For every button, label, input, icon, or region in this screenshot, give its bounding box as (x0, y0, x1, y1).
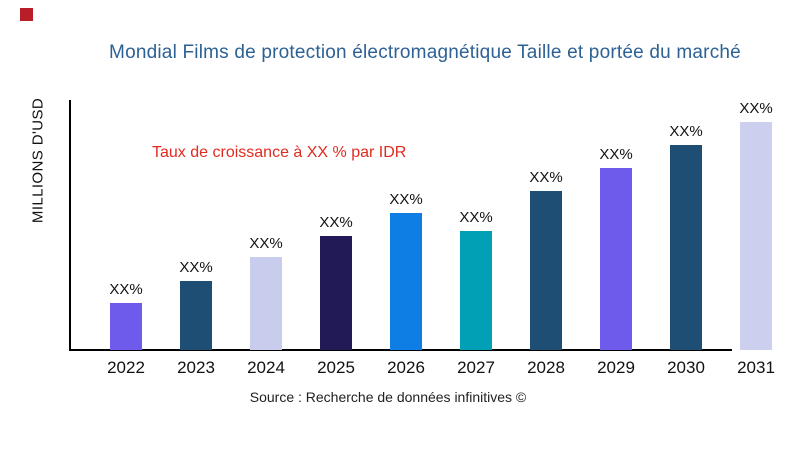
bar-2025 (320, 236, 352, 350)
bar-2030 (670, 145, 702, 350)
growth-rate-annotation: Taux de croissance à XX % par IDR (152, 144, 407, 161)
bar-value-label-2030: XX% (669, 123, 703, 140)
bar-value-label-2023: XX% (179, 259, 213, 276)
bar-2031 (740, 122, 772, 350)
x-axis-line (69, 349, 732, 351)
bar-2026 (390, 213, 422, 350)
y-axis-line (69, 100, 71, 351)
bar-2027 (460, 231, 492, 350)
brand-logo-mark (20, 8, 33, 21)
bar-value-label-2022: XX% (109, 281, 143, 298)
x-tick-2022: 2022 (107, 358, 145, 377)
x-tick-2023: 2023 (177, 358, 215, 377)
x-tick-2031: 2031 (737, 358, 775, 377)
x-tick-2027: 2027 (457, 358, 495, 377)
x-tick-2026: 2026 (387, 358, 425, 377)
x-tick-2028: 2028 (527, 358, 565, 377)
source-text: Source : Recherche de données infinitive… (249, 389, 527, 405)
bar-2029 (600, 168, 632, 350)
bar-value-label-2026: XX% (389, 191, 423, 208)
bar-value-label-2025: XX% (319, 214, 353, 231)
bar-value-label-2031: XX% (739, 100, 773, 117)
bar-2028 (530, 191, 562, 350)
x-tick-2025: 2025 (317, 358, 355, 377)
x-tick-2024: 2024 (247, 358, 285, 377)
chart-title: Mondial Films de protection électromagné… (109, 42, 741, 63)
y-axis-label: MILLIONS D'USD (29, 97, 47, 224)
bar-value-label-2024: XX% (249, 235, 283, 252)
bar-2022 (110, 303, 142, 350)
bar-value-label-2028: XX% (529, 169, 563, 186)
x-tick-2029: 2029 (597, 358, 635, 377)
x-tick-2030: 2030 (667, 358, 705, 377)
bar-2023 (180, 281, 212, 350)
bar-value-label-2029: XX% (599, 146, 633, 163)
bar-value-label-2027: XX% (459, 209, 493, 226)
bar-2024 (250, 257, 282, 350)
